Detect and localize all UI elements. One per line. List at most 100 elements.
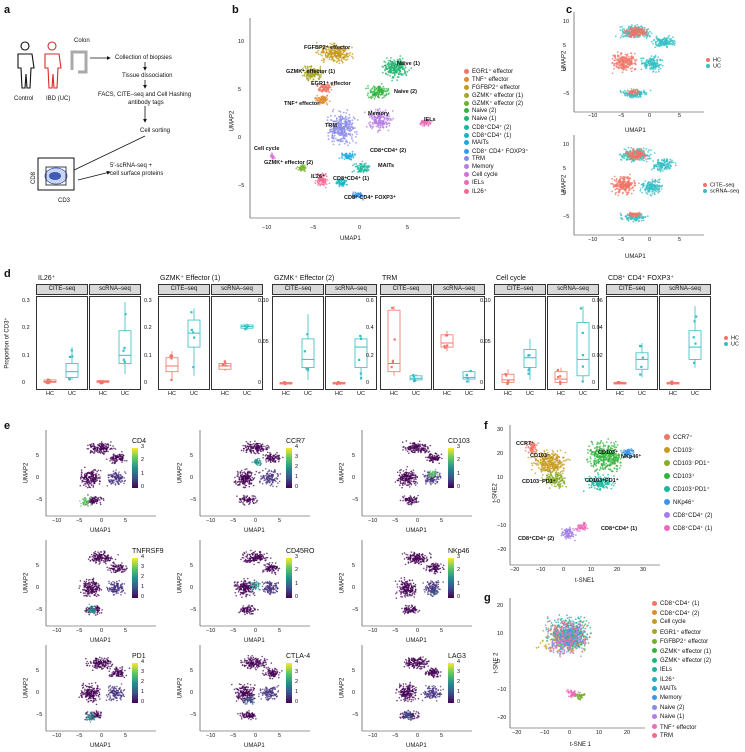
xtick-label: −5 <box>230 628 237 634</box>
boxplot <box>165 308 201 382</box>
legend-swatch <box>652 648 657 654</box>
legend-swatch <box>652 638 657 644</box>
xtick-label: 0 <box>416 733 420 739</box>
colon-icon <box>70 50 88 74</box>
cell-cluster <box>314 172 331 189</box>
xcat-label: UC <box>121 391 129 397</box>
facet-panel <box>433 296 485 390</box>
umap-condition-plot <box>573 12 704 113</box>
colorbar-tick: 0 <box>141 484 145 490</box>
colorbar-tick: 2 <box>457 567 461 574</box>
legend-label: EGR1⁺ effector <box>660 629 702 636</box>
facet-panel <box>547 296 599 390</box>
cell-cluster <box>243 695 255 705</box>
xcat-label: HC <box>335 391 343 397</box>
ytick-label: 5 <box>563 43 567 49</box>
facet-panel <box>211 296 263 390</box>
ytick-label: 0 <box>497 659 501 665</box>
xcat-label: UC <box>579 391 587 397</box>
step-scrna: 5′-scRNA-seq + <box>110 163 152 169</box>
legend-item: FGFBP2⁺ effector <box>464 84 520 91</box>
legend-item: CCR7⁺ <box>664 434 693 441</box>
xtick-label: 5 <box>406 225 410 231</box>
xtick-label: −10 <box>262 225 272 231</box>
xtick-label: 5 <box>678 113 682 119</box>
legend-swatch <box>464 172 469 177</box>
tsne-protein-plot <box>509 425 660 566</box>
legend-item: TRM <box>652 733 673 739</box>
boxplot <box>96 302 132 385</box>
legend-label: TNF⁺ effector <box>472 77 509 83</box>
ytick-label: 5 <box>352 668 356 674</box>
ibd-person-icon <box>44 41 62 89</box>
legend-item: IELs <box>652 666 673 673</box>
legend-label: TNF⁺ effector <box>660 724 697 731</box>
legend-label: IL26⁺ <box>660 677 675 683</box>
legend-item: GZMK⁺ effector (2) <box>464 100 523 107</box>
xtick-label: 0 <box>568 730 572 736</box>
legend-label: GZMK⁺ effector (2) <box>472 101 524 107</box>
legend-swatch <box>464 188 469 194</box>
xtick-label: 5 <box>124 733 128 739</box>
colorbar-tick: 2 <box>141 457 145 464</box>
umap-c1-xlabel: UMAP1 <box>625 128 646 134</box>
xcat-label: UC <box>357 391 365 397</box>
cell-cluster <box>236 494 258 506</box>
cell-cluster <box>650 157 677 173</box>
legend-item: IELs <box>464 180 484 186</box>
colorbar-tick: 3 <box>295 669 299 675</box>
legend-label: IELs <box>660 666 673 673</box>
facet-strip: CITE–seq <box>606 284 658 295</box>
ytick-label: 0 <box>258 380 262 386</box>
colorbar-tick: 3 <box>295 454 299 460</box>
legend-label: Naive (2) <box>472 108 497 115</box>
legend-label: GZMK⁺ effector (1) <box>472 93 524 99</box>
facet-strip: CITE–seq <box>36 284 88 295</box>
cell-cluster <box>240 440 270 455</box>
xcat-label: HC <box>46 391 54 397</box>
marker-name: CD45RO <box>286 548 315 555</box>
ytick-label: 5 <box>352 563 356 569</box>
ytick-label: 5 <box>190 668 194 674</box>
legend-label: CD8⁺CD4⁺ (2) <box>660 610 700 617</box>
colorbar-tick: 1 <box>141 689 145 695</box>
cell-cluster <box>582 473 616 493</box>
feature-umap <box>199 540 310 627</box>
cell-cluster <box>573 691 586 701</box>
cluster-label: CD8⁺CD4⁺ (1) <box>333 176 370 182</box>
colorbar-tick: 2 <box>295 679 299 685</box>
cell-cluster <box>573 521 589 533</box>
legend-scrna-seq: scRNA–seq <box>703 189 739 195</box>
marker-name: LAG3 <box>448 653 466 660</box>
ytick-label: −5 <box>190 712 197 718</box>
legend-item: TRM <box>464 156 485 162</box>
feature-umap <box>45 540 156 627</box>
cell-cluster <box>527 449 571 477</box>
facet-group-title: GZMK⁺ Effector (1) <box>160 275 221 282</box>
ytick-label: 0 <box>238 135 242 141</box>
step-collection: Collection of biopsies <box>115 55 172 61</box>
xtick-label: −10 <box>368 628 378 634</box>
facet-panel <box>606 296 658 390</box>
xcat-label: HC <box>168 391 176 397</box>
cell-cluster <box>610 173 640 197</box>
legend-item: CD103⁺PD1⁺ <box>664 486 710 493</box>
legend-item: CD8⁺ CD4⁺ FOXP3⁺ <box>464 148 529 155</box>
xtick-label: −10 <box>588 113 598 119</box>
colorbar-tick: 1 <box>141 584 145 590</box>
facet-strip: CITE–seq <box>380 284 432 295</box>
cluster-label: IELs <box>424 117 436 123</box>
ytick-label: 0 <box>366 380 370 386</box>
facet-group-title: IL26⁺ <box>38 275 56 282</box>
cell-cluster <box>640 54 664 74</box>
colorbar-tick: 1 <box>141 470 145 477</box>
facet-group-title: CD8⁺ CD4⁺ FOXP3⁺ <box>608 275 674 282</box>
xtick-label: −5 <box>618 113 625 119</box>
ytick-label: 5 <box>352 453 356 459</box>
feature-ylabel: UMAP2 <box>177 677 184 699</box>
cd8-axis-label: CD8 <box>31 171 38 185</box>
legend-uc: UC <box>706 64 721 70</box>
legend-label: CD8⁺CD4⁺ (1) <box>660 601 700 607</box>
xtick-label: −10 <box>588 237 598 243</box>
legend-label: Cell cycle <box>660 619 686 626</box>
